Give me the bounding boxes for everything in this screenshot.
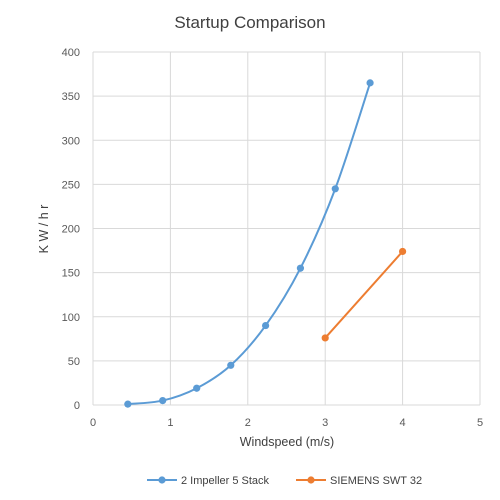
data-point: [399, 247, 407, 256]
y-tick-label: 200: [62, 224, 80, 236]
y-tick-label: 350: [62, 91, 80, 103]
y-tick-label: 400: [62, 47, 80, 59]
data-point: [159, 396, 167, 405]
x-tick-label: 4: [400, 417, 406, 429]
x-tick-label: 5: [477, 417, 483, 429]
y-tick-label: 50: [68, 356, 80, 368]
x-tick-label: 2: [245, 417, 251, 429]
data-point: [331, 185, 339, 193]
y-tick-label: 100: [62, 312, 80, 324]
data-point: [124, 400, 132, 408]
y-tick-label: 150: [62, 268, 80, 280]
y-tick-label: 250: [62, 179, 80, 191]
legend-marker-2: [307, 476, 315, 484]
chart-title: Startup Comparison: [174, 13, 325, 32]
legend-label-2: SIEMENS SWT 32: [330, 475, 422, 487]
data-point: [321, 334, 329, 342]
data-point: [296, 264, 305, 272]
x-tick-label: 3: [322, 417, 328, 429]
x-axis-title: Windspeed (m/s): [240, 435, 334, 449]
plot-area: [124, 79, 407, 408]
tick-labels: 0 50 100 150 200 250 300 350 400 0 1 2 3 4 5: [62, 47, 483, 429]
legend-label-1: 2 Impeller 5 Stack: [181, 475, 270, 487]
y-tick-label: 0: [74, 400, 80, 412]
y-axis-title: K W / h r: [37, 205, 51, 254]
data-point: [227, 361, 235, 369]
y-tick-label: 300: [62, 135, 80, 147]
legend: 2 Impeller 5 Stack SIEMENS SWT 32: [147, 475, 422, 487]
data-point: [262, 321, 270, 330]
series-line-2: [324, 250, 404, 339]
data-point: [366, 79, 374, 87]
legend-marker-1: [158, 476, 166, 484]
x-tick-label: 1: [167, 417, 173, 429]
gridlines: [92, 51, 481, 406]
x-tick-label: 0: [90, 417, 96, 429]
data-point: [193, 384, 201, 392]
